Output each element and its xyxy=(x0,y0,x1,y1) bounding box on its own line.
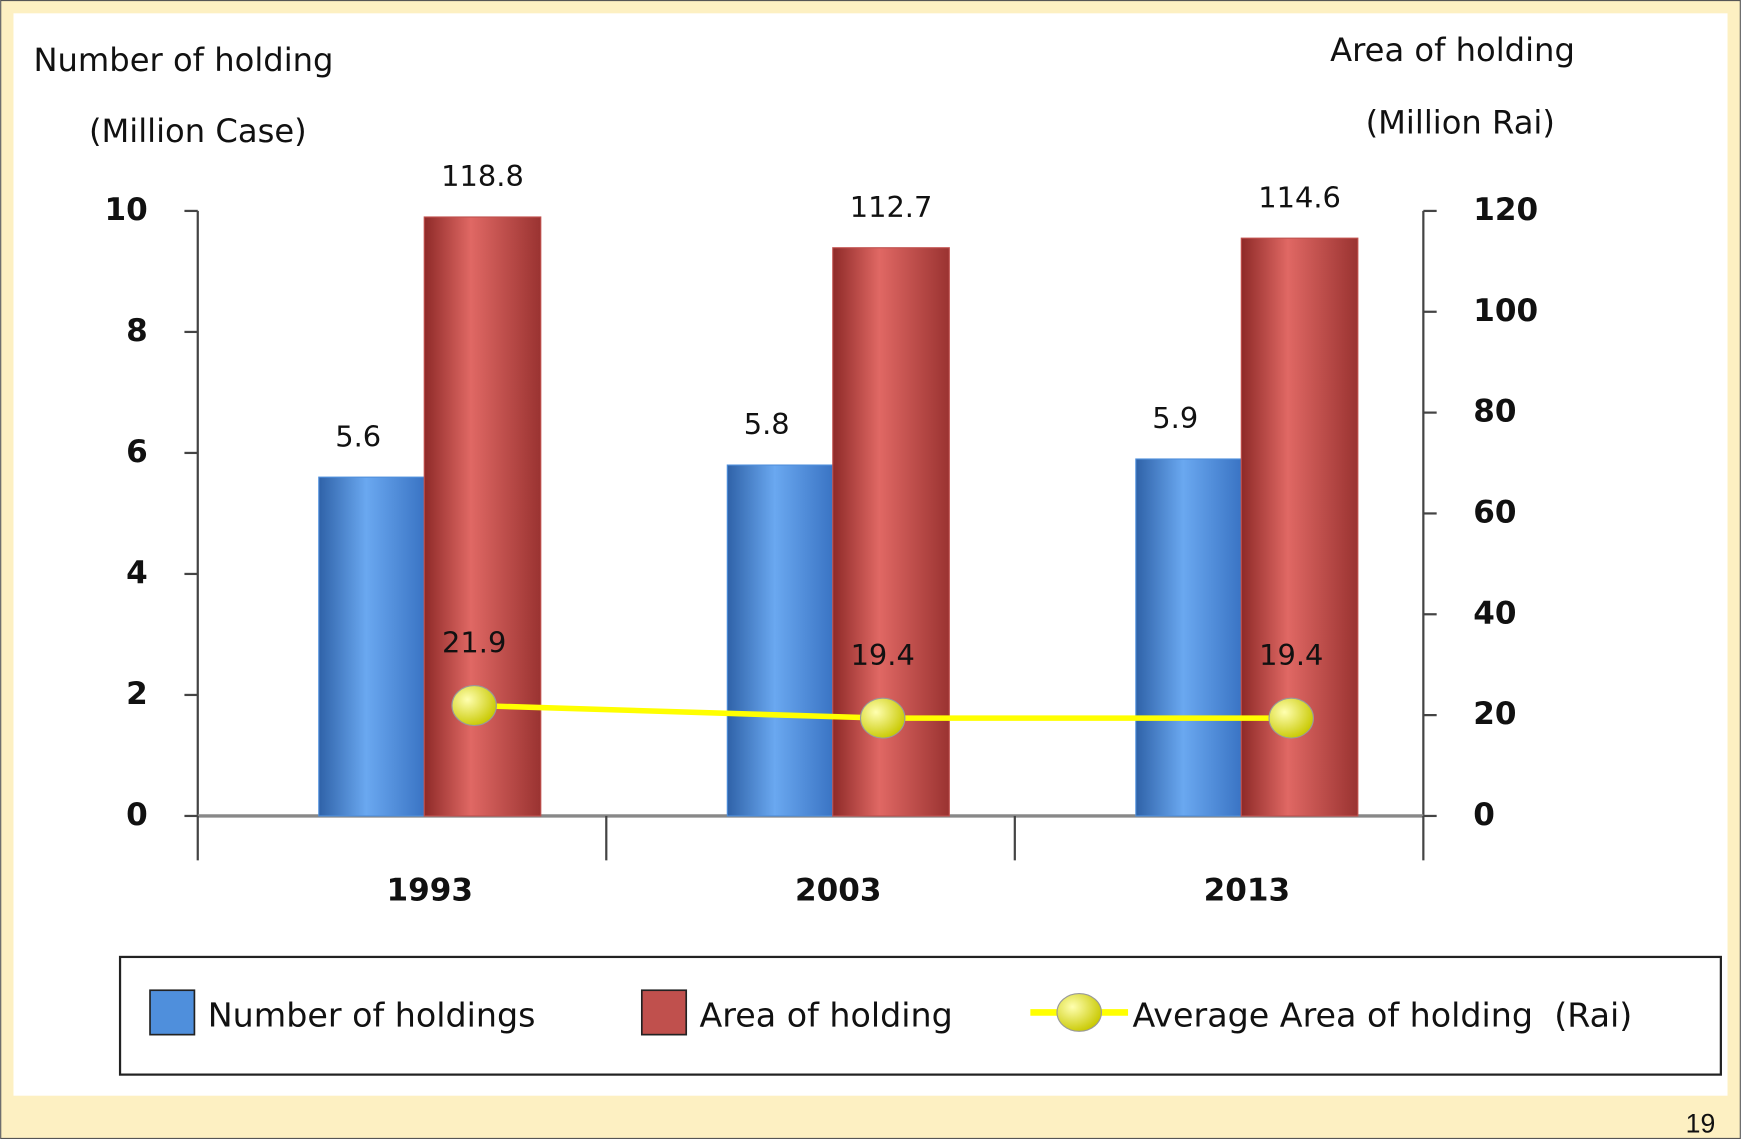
legend-label: Average Area of holding (Rai) xyxy=(1132,995,1632,1034)
y2-tick-label: 80 xyxy=(1473,394,1516,430)
y-tick-label: 10 xyxy=(105,192,148,228)
value-label: 19.4 xyxy=(851,638,915,672)
legend-swatch xyxy=(640,989,688,1036)
bar xyxy=(423,216,542,817)
y-label: (Million Case) xyxy=(89,112,307,150)
page-number: 19 xyxy=(1686,1109,1716,1139)
value-label: 112.7 xyxy=(850,190,933,224)
value-label: 5.9 xyxy=(1152,401,1198,435)
y2-label: Area of holding xyxy=(1330,31,1575,69)
y2-tick-label: 100 xyxy=(1473,293,1538,329)
y2-tick-label: 40 xyxy=(1473,595,1516,631)
bar xyxy=(726,464,834,817)
marker xyxy=(859,697,906,739)
y2-tick-label: 0 xyxy=(1473,797,1495,833)
y2-tick-label: 120 xyxy=(1473,192,1538,228)
marker xyxy=(451,684,497,727)
value-label: 118.8 xyxy=(441,159,524,193)
value-label: 19.4 xyxy=(1259,638,1323,672)
legend-box xyxy=(118,955,1722,1076)
bar xyxy=(318,476,425,817)
y2-label: (Million Rai) xyxy=(1366,103,1555,141)
legend-label: Number of holdings xyxy=(208,995,536,1034)
y2-tick-label: 20 xyxy=(1473,696,1516,732)
value-label: 114.6 xyxy=(1258,180,1341,214)
value-label: 5.8 xyxy=(744,407,790,441)
x-tick-label: 2003 xyxy=(795,872,882,908)
y-tick-label: 6 xyxy=(126,434,148,470)
bar xyxy=(1135,458,1242,817)
x-tick-label: 1993 xyxy=(387,872,473,908)
y-tick-label: 0 xyxy=(126,797,148,833)
y-tick-label: 2 xyxy=(126,676,148,712)
value-label: 5.6 xyxy=(335,419,381,453)
legend-marker xyxy=(1056,993,1102,1032)
legend-label: Area of holding xyxy=(700,995,953,1034)
y-tick-label: 8 xyxy=(126,313,148,349)
x-tick-label: 2013 xyxy=(1204,872,1291,908)
marker xyxy=(1268,697,1314,739)
y-tick-label: 4 xyxy=(126,555,148,591)
legend-swatch xyxy=(149,989,196,1036)
y2-tick-label: 60 xyxy=(1473,494,1516,530)
y-label: Number of holding xyxy=(33,41,333,79)
value-label: 21.9 xyxy=(442,625,506,659)
